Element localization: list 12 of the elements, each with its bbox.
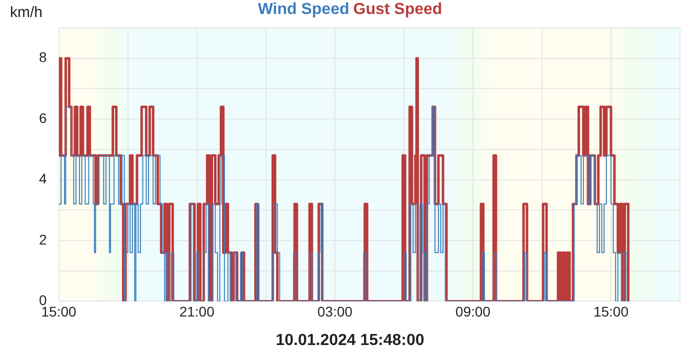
- y-tick-label: 6: [38, 110, 47, 126]
- x-tick-label: 03:00: [317, 303, 353, 320]
- x-axis-title: 10.01.2024 15:48:00: [274, 332, 426, 350]
- x-tick-label: 15:00: [593, 303, 629, 320]
- x-tick-label: 21:00: [179, 303, 215, 320]
- y-tick-label: 2: [38, 231, 47, 248]
- x-tick-label: 09:00: [455, 303, 491, 320]
- text: Gust Speed: [353, 1, 442, 18]
- text: Wind Speed: [258, 1, 350, 18]
- y-axis-title: km/h: [10, 4, 43, 21]
- y-tick-label: 4: [38, 170, 47, 187]
- y-tick-label: 8: [38, 49, 47, 66]
